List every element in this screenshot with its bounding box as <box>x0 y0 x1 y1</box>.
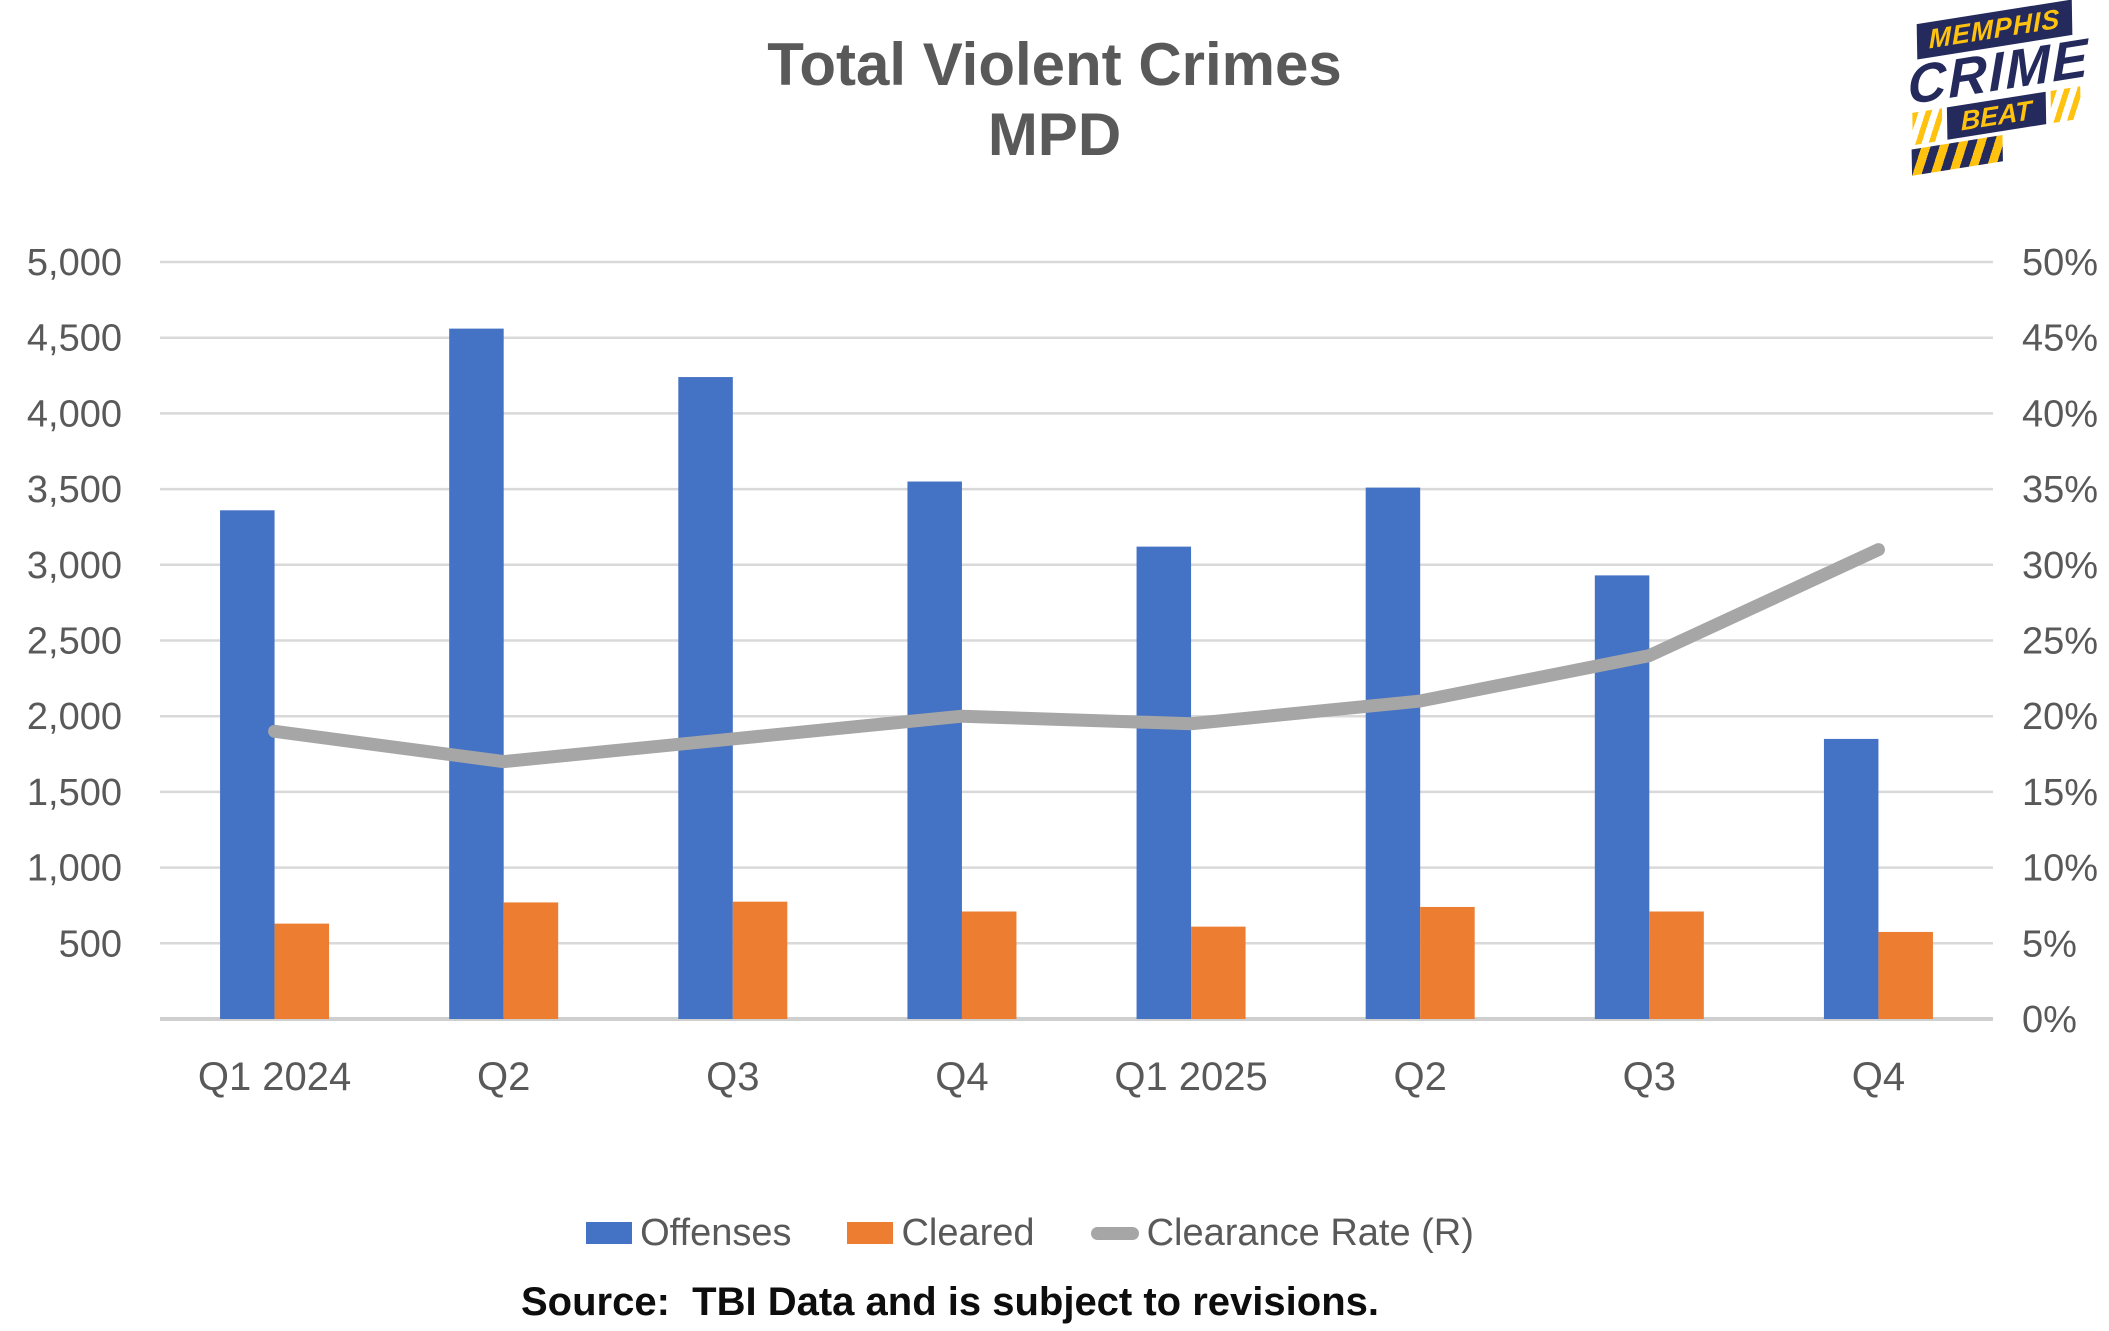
left-axis-tick-label: 4,000 <box>27 393 122 435</box>
bar-offenses-1 <box>449 328 504 1020</box>
bar-offenses-5 <box>1365 487 1421 1019</box>
right-axis-tick-label: 50% <box>2022 242 2098 284</box>
title-line-1: Total Violent Crimes <box>767 31 1342 98</box>
x-axis-label: Q1 2024 <box>198 1055 351 1099</box>
left-axis-tick-label: 2,000 <box>27 696 122 738</box>
bar-cleared-3 <box>961 911 1017 1019</box>
bar-cleared-2 <box>732 901 788 1019</box>
right-axis-tick-label: 20% <box>2022 696 2098 738</box>
source-note: Source: TBI Data and is subject to revis… <box>521 1280 1379 1324</box>
bar-cleared-6 <box>1649 911 1704 1019</box>
legend-label-cleared: Cleared <box>901 1212 1035 1254</box>
bar-offenses-4 <box>1136 546 1192 1019</box>
bar-cleared-1 <box>503 902 559 1019</box>
legend-item-cleared: Cleared <box>847 1210 1035 1256</box>
bar-offenses-7 <box>1823 738 1879 1019</box>
x-axis-label: Q2 <box>1394 1055 1447 1099</box>
bar-offenses-6 <box>1594 575 1650 1019</box>
right-axis-tick-label: 45% <box>2022 318 2098 360</box>
right-axis-tick-label: 25% <box>2022 621 2098 663</box>
x-axis-label: Q3 <box>706 1055 759 1099</box>
right-axis-tick-label: 10% <box>2022 848 2098 890</box>
bar-offenses-2 <box>678 377 733 1020</box>
right-axis-tick-label: 35% <box>2022 469 2098 511</box>
cleared-swatch-icon <box>847 1222 894 1244</box>
x-axis-label: Q4 <box>1852 1055 1905 1099</box>
bar-offenses-0 <box>220 510 275 1019</box>
bar-cleared-5 <box>1420 906 1475 1019</box>
bar-cleared-0 <box>274 923 330 1019</box>
chart-legend: Offenses Cleared Clearance Rate (R) <box>0 1210 2060 1256</box>
x-axis-label: Q3 <box>1623 1055 1676 1099</box>
legend-item-offenses: Offenses <box>586 1210 791 1256</box>
bar-cleared-7 <box>1878 931 1933 1019</box>
x-axis-label: Q4 <box>935 1055 988 1099</box>
legend-item-clearance-rate: Clearance Rate (R) <box>1090 1210 1474 1256</box>
right-axis-tick-label: 5% <box>2022 923 2077 965</box>
left-axis-tick-label: 4,500 <box>27 318 122 360</box>
clearance-rate-swatch-icon <box>1090 1226 1139 1240</box>
chart-title: Total Violent Crimes MPD <box>0 30 2109 170</box>
left-axis-tick-label: 2,500 <box>27 621 122 663</box>
right-axis-tick-label: 0% <box>2022 999 2077 1041</box>
right-axis-tick-label: 15% <box>2022 772 2098 814</box>
offenses-swatch-icon <box>586 1222 633 1244</box>
left-axis-tick-label: 3,000 <box>27 545 122 587</box>
left-axis-tick-label: 1,500 <box>27 772 122 814</box>
clearance-rate-line <box>268 543 1885 769</box>
bar-offenses-3 <box>907 481 962 1019</box>
x-axis-label: Q1 2025 <box>1114 1055 1267 1099</box>
legend-label-clearance-rate: Clearance Rate (R) <box>1146 1212 1474 1254</box>
x-axis-label: Q2 <box>477 1055 530 1099</box>
left-axis-tick-label: 3,500 <box>27 469 122 511</box>
title-line-2: MPD <box>987 101 1122 168</box>
legend-label-offenses: Offenses <box>640 1212 792 1254</box>
right-axis-tick-label: 40% <box>2022 393 2098 435</box>
right-axis-tick-label: 30% <box>2022 545 2098 587</box>
left-axis-tick-label: 1,000 <box>27 848 122 890</box>
left-axis-tick-label: 5,000 <box>27 242 122 284</box>
bar-cleared-4 <box>1191 926 1246 1019</box>
left-axis-tick-label: 500 <box>59 923 122 965</box>
